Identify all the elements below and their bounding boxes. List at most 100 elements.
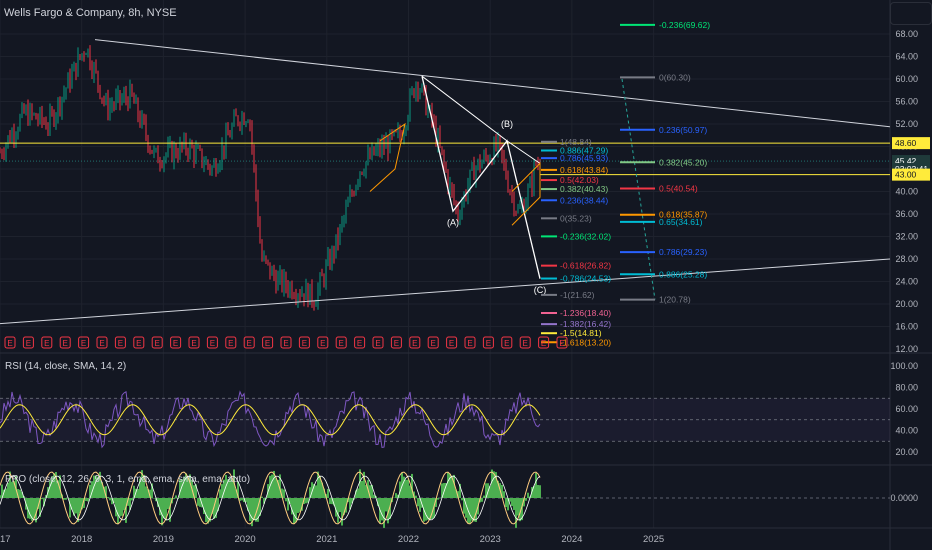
rsi-axis-tick: 40.00 [895,426,918,436]
rsi-indicator-label[interactable]: RSI (14, close, SMA, 14, 2) [5,361,127,372]
time-axis-tick: 2022 [398,534,419,545]
earnings-marker-text: E [375,339,380,348]
earnings-marker-text: E [504,339,509,348]
price-axis-tick: 16.00 [895,322,918,332]
fib-level-label: -0.786(24.53) [560,274,611,284]
fib-level-label: 0.886(47.29) [560,145,608,155]
price-axis-tick: 20.00 [895,299,918,309]
earnings-marker [280,336,292,349]
earnings-marker-text: E [7,339,12,348]
time-axis-tick: 2020 [235,534,256,545]
earnings-marker [96,336,108,349]
fib-projection-label: 0.786(29.23) [659,247,707,257]
channel-2021 [369,122,406,192]
fib-projection-label: 0.618(35.87) [659,210,707,220]
ppo-signal-line [0,475,541,521]
earnings-marker [133,336,145,349]
fib-level-label: 0.5(42.03) [560,175,599,185]
earnings-marker [519,336,531,349]
price-axis-tick: 64.00 [895,52,918,62]
price-tag: 43.00 [895,170,917,180]
earnings-marker-text: E [412,339,417,348]
price-axis-tick: 36.00 [895,209,918,219]
earnings-marker-text: E [26,339,31,348]
fib-level-label: -1.5(14.81) [560,328,602,338]
fib-level-label: -1.382(16.42) [560,319,611,329]
elliott-wave-path [421,76,541,279]
price-axis-tick: 56.00 [895,97,918,107]
earnings-marker [22,336,34,349]
fib-level-label: 0.236(38.44) [560,195,608,205]
fib-projection-label: 0.886(25.28) [659,269,707,279]
earnings-marker-text: E [394,339,399,348]
time-axis-tick: 2017 [0,534,11,545]
earnings-marker [59,336,71,349]
price-axis-tick: 52.00 [895,119,918,129]
resistance-trendline [94,39,891,128]
earnings-marker [538,336,550,349]
earnings-marker-text: E [63,339,68,348]
fib-level-label: 0.382(40.43) [560,184,608,194]
symbol-title[interactable]: Wells Fargo & Company, 8h, NYSE [4,7,177,19]
earnings-marker [372,336,384,349]
rsi-line [0,390,541,449]
ppo-axis-tick: 0.0000 [890,493,918,503]
time-axis-tick: 2021 [316,534,337,545]
fib-projection-label: -0.236(69.62) [659,20,710,30]
earnings-marker-text: E [541,339,546,348]
rsi-ma-line [0,404,541,436]
ppo-line [0,471,541,525]
time-axis-tick: 2025 [643,534,664,545]
price-tag: 45.42 [895,156,917,166]
earnings-marker [427,336,439,349]
earnings-marker-text: E [339,339,344,348]
earnings-marker-text: E [44,339,49,348]
fib-projection-label: 0(60.30) [659,72,691,82]
rsi-axis-tick: 100.00 [890,361,918,371]
price-tag-bg [892,168,930,181]
fib-level-label: -0.236(32.02) [560,231,611,241]
ppo-indicator-label[interactable]: PPO (close, 12, 26, 9, 3, 1, ema, ema, s… [5,474,251,485]
earnings-marker-text: E [210,339,215,348]
earnings-marker-text: E [136,339,141,348]
earnings-marker [556,336,568,349]
wave-connector [421,75,508,142]
rsi-axis-tick: 60.00 [895,404,918,414]
earnings-marker [298,336,310,349]
earnings-marker [225,336,237,349]
fib-projection-label: 0.236(50.97) [659,125,707,135]
time-axis-tick: 2023 [480,534,501,545]
price-axis-tick: 24.00 [895,277,918,287]
time-axis-tick: 2024 [561,534,582,545]
earnings-marker-text: E [173,339,178,348]
earnings-marker-text: E [283,339,288,348]
fib-projection-label: 0.5(40.54) [659,183,698,193]
earnings-marker [317,336,329,349]
earnings-marker [501,336,513,349]
price-tag-bg [892,137,930,150]
fib-level-label: 0.786(45.93) [560,153,608,163]
chart-settings-button[interactable] [890,2,932,25]
wave-connector [506,140,541,164]
fib-projection-label: 0.65(34.61) [659,217,703,227]
earnings-marker-text: E [99,339,104,348]
price-axis-tick: 40.00 [895,187,918,197]
earnings-marker [188,336,200,349]
wave-label: (B) [501,119,513,129]
fib-projection-label: 1(20.78) [659,295,691,305]
fib-projection-label: 0.382(45.20) [659,157,707,167]
wave-label: (C) [534,285,547,295]
earnings-marker-text: E [486,339,491,348]
fib-level-label: -1.618(13.20) [560,337,611,347]
earnings-marker [114,336,126,349]
time-axis-tick: 2019 [153,534,174,545]
rsi-axis-tick: 80.00 [895,383,918,393]
earnings-marker [151,336,163,349]
earnings-marker-text: E [449,339,454,348]
earnings-marker [170,336,182,349]
earnings-marker [335,336,347,349]
time-axis-tick: 2018 [71,534,92,545]
earnings-marker-text: E [559,339,564,348]
earnings-marker [354,336,366,349]
